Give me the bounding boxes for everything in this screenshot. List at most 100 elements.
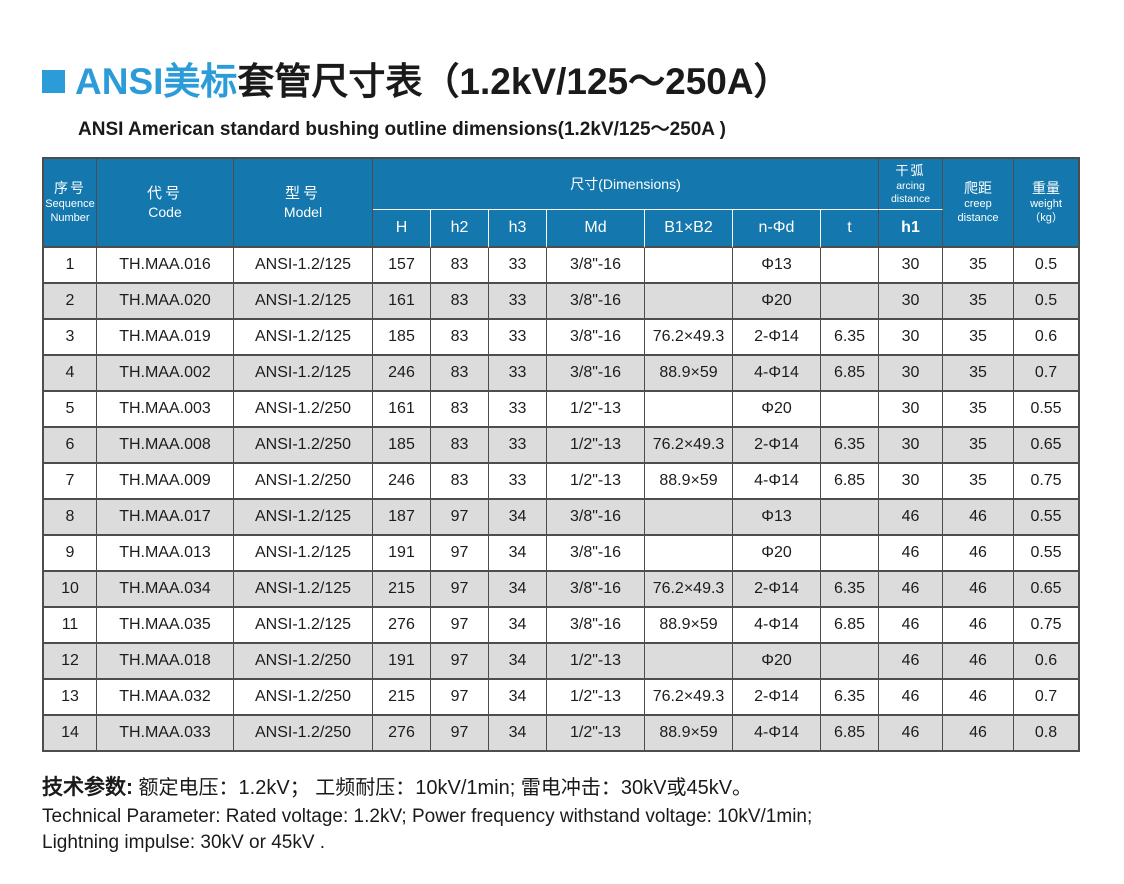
table-body: 1 TH.MAA.016 ANSI-1.2/125 157 83 33 3/8"-16 Φ13… [44, 248, 1079, 750]
cell-arcing-h1: 46 [879, 536, 944, 572]
table-row: 4 TH.MAA.002 ANSI-1.2/125 246 83 33 3/8"-16 88.… [44, 356, 1079, 392]
cell-arcing-h1: 46 [879, 572, 944, 608]
cell-creep-distance: 35 [943, 392, 1015, 428]
cell-arcing-h1: 30 [879, 392, 944, 428]
table-row: 3 TH.MAA.019 ANSI-1.2/125 185 83 33 3/8"-16 76.… [44, 320, 1079, 356]
cell-model: ANSI-1.2/125 [234, 500, 373, 536]
cell-dim-h2: 83 [431, 248, 489, 284]
cell-dim-H: 185 [373, 428, 431, 464]
cell-model: ANSI-1.2/125 [234, 536, 373, 572]
cell-dim-Md: 1/2"-13 [547, 680, 645, 716]
dimensions-table: 序号 Sequence Number 代号 Code 型号 Model 尺寸(D… [42, 157, 1081, 752]
cell-creep-distance: 35 [943, 428, 1015, 464]
table-row: 11 TH.MAA.035 ANSI-1.2/125 276 97 34 3/8"-16 88… [44, 608, 1079, 644]
cell-dim-Md: 3/8"-16 [547, 284, 645, 320]
table-row: 10 TH.MAA.034 ANSI-1.2/125 215 97 34 3/8"-16 76… [44, 572, 1079, 608]
header-weight-en: weight （kg） [1029, 198, 1063, 224]
page: ANSI美标套管尺寸表（1.2kV/125～250A） ANSI America… [42, 63, 1124, 855]
cell-code: TH.MAA.008 [97, 428, 234, 464]
cell-dim-B1xB2 [645, 284, 733, 320]
cell-seq: 5 [44, 392, 97, 428]
table-row: 12 TH.MAA.018 ANSI-1.2/250 191 97 34 1/2"-13 Φ2… [44, 644, 1079, 680]
cell-seq: 3 [44, 320, 97, 356]
tech-param-en-line2: Lightning impulse: 30kV or 45kV . [42, 831, 326, 853]
cell-dim-Md: 3/8"-16 [547, 356, 645, 392]
cell-dim-B1xB2: 76.2×49.3 [645, 320, 733, 356]
cell-seq: 1 [44, 248, 97, 284]
cell-code: TH.MAA.032 [97, 680, 234, 716]
cell-weight: 0.75 [1014, 464, 1079, 500]
cell-weight: 0.5 [1014, 284, 1079, 320]
cell-weight: 0.8 [1014, 716, 1079, 750]
cell-dim-H: 246 [373, 464, 431, 500]
cell-creep-distance: 46 [943, 680, 1015, 716]
cell-model: ANSI-1.2/125 [234, 320, 373, 356]
cell-dim-h3: 34 [489, 500, 547, 536]
cell-dim-n-phid: Φ13 [733, 248, 821, 284]
tech-param-en-lines: Technical Parameter: Rated voltage: 1.2k… [42, 804, 1124, 855]
cell-weight: 0.65 [1014, 572, 1079, 608]
cell-arcing-h1: 46 [879, 608, 944, 644]
cell-weight: 0.7 [1014, 680, 1079, 716]
table-row: 13 TH.MAA.032 ANSI-1.2/250 215 97 34 1/2"-13 76… [44, 680, 1079, 716]
cell-model: ANSI-1.2/250 [234, 428, 373, 464]
cell-dim-Md: 1/2"-13 [547, 716, 645, 750]
cell-weight: 0.55 [1014, 500, 1079, 536]
header-dim-B1xB2: B1×B2 [645, 210, 733, 248]
cell-dim-B1xB2 [645, 536, 733, 572]
cell-dim-H: 276 [373, 716, 431, 750]
cell-model: ANSI-1.2/250 [234, 716, 373, 750]
cell-arcing-h1: 30 [879, 284, 944, 320]
cell-dim-t: 6.85 [821, 716, 880, 750]
cell-weight: 0.65 [1014, 428, 1079, 464]
table-row: 5 TH.MAA.003 ANSI-1.2/250 161 83 33 1/2"-13 Φ20… [44, 392, 1079, 428]
cell-dim-Md: 3/8"-16 [547, 536, 645, 572]
cell-dim-H: 215 [373, 572, 431, 608]
cell-weight: 0.6 [1014, 644, 1079, 680]
header-arcing-en: arcing distance [890, 179, 931, 205]
cell-model: ANSI-1.2/125 [234, 572, 373, 608]
cell-dim-B1xB2 [645, 644, 733, 680]
cell-dim-t [821, 392, 880, 428]
tech-param-zh-line: 技术参数: 额定电压：1.2kV； 工频耐压：10kV/1min; 雷电冲击：3… [42, 774, 1124, 801]
cell-dim-H: 161 [373, 284, 431, 320]
cell-seq: 2 [44, 284, 97, 320]
cell-dim-n-phid: Φ20 [733, 392, 821, 428]
cell-dim-Md: 3/8"-16 [547, 572, 645, 608]
header-creep-en: creep distance [957, 198, 999, 224]
cell-dim-h2: 97 [431, 644, 489, 680]
header-arcing-zh: 干弧 [895, 163, 926, 179]
cell-dim-B1xB2 [645, 500, 733, 536]
cell-dim-h2: 97 [431, 608, 489, 644]
title-text: ANSI美标套管尺寸表（1.2kV/125～250A） [75, 63, 791, 100]
cell-dim-t [821, 500, 880, 536]
cell-dim-B1xB2: 76.2×49.3 [645, 680, 733, 716]
cell-creep-distance: 46 [943, 608, 1015, 644]
cell-arcing-h1: 30 [879, 428, 944, 464]
cell-dim-h2: 97 [431, 572, 489, 608]
table-row: 8 TH.MAA.017 ANSI-1.2/125 187 97 34 3/8"-16 Φ13… [44, 500, 1079, 536]
header-dim-t: t [821, 210, 880, 248]
cell-dim-t: 6.85 [821, 608, 880, 644]
cell-dim-t: 6.85 [821, 356, 880, 392]
cell-creep-distance: 46 [943, 716, 1015, 750]
cell-creep-distance: 46 [943, 536, 1015, 572]
cell-dim-Md: 1/2"-13 [547, 392, 645, 428]
cell-dim-h3: 33 [489, 464, 547, 500]
header-dim-n-phid: n-Φd [733, 210, 821, 248]
cell-seq: 9 [44, 536, 97, 572]
cell-dim-Md: 3/8"-16 [547, 248, 645, 284]
table-row: 7 TH.MAA.009 ANSI-1.2/250 246 83 33 1/2"-13 88.… [44, 464, 1079, 500]
cell-creep-distance: 35 [943, 248, 1015, 284]
cell-dim-n-phid: Φ20 [733, 284, 821, 320]
cell-dim-h2: 97 [431, 716, 489, 750]
cell-dim-h3: 33 [489, 320, 547, 356]
header-code-zh: 代号 [146, 184, 183, 202]
cell-dim-h2: 97 [431, 536, 489, 572]
header-dim-Md: Md [547, 210, 645, 248]
cell-seq: 14 [44, 716, 97, 750]
cell-dim-B1xB2: 88.9×59 [645, 716, 733, 750]
tech-param-zh-values: 额定电压：1.2kV； 工频耐压：10kV/1min; 雷电冲击：30kV或45… [133, 777, 753, 799]
cell-dim-B1xB2: 76.2×49.3 [645, 428, 733, 464]
cell-dim-h2: 83 [431, 464, 489, 500]
